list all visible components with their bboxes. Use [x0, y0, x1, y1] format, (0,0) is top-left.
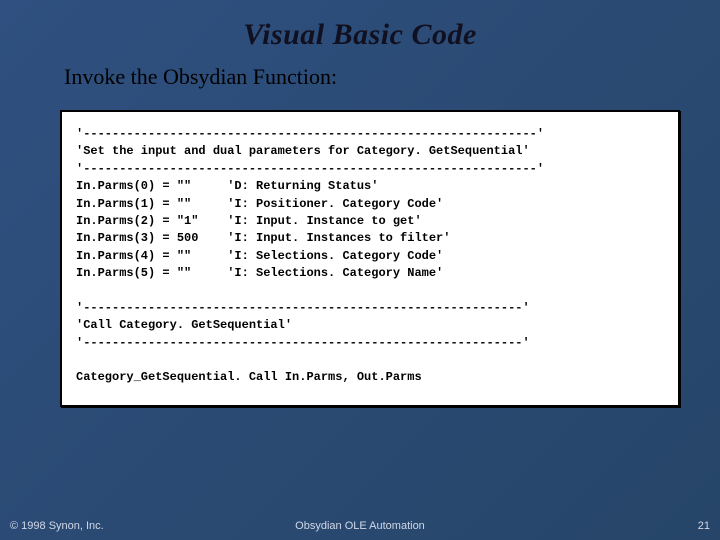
footer-title: Obsydian OLE Automation: [0, 520, 720, 532]
page-title: Visual Basic Code: [0, 0, 720, 52]
subtitle: Invoke the Obsydian Function:: [64, 64, 720, 90]
slide: Visual Basic Code Invoke the Obsydian Fu…: [0, 0, 720, 540]
code-content: '---------------------------------------…: [76, 126, 664, 387]
footer-page-number: 21: [698, 520, 710, 532]
code-box: '---------------------------------------…: [60, 110, 680, 407]
